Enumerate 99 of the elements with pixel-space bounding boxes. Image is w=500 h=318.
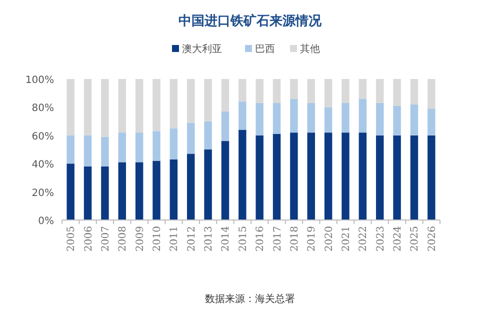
bar — [290, 98, 298, 133]
bar — [324, 132, 332, 220]
bar — [376, 135, 384, 220]
bar — [342, 132, 350, 220]
x-tick-label: 2026 — [426, 226, 438, 252]
x-tick-label: 2007 — [100, 226, 112, 252]
y-tick-label: 60% — [32, 131, 54, 142]
bar — [238, 130, 246, 220]
x-tick-label: 2017 — [272, 226, 284, 252]
bar — [256, 79, 264, 103]
bar — [238, 79, 246, 102]
bar — [152, 79, 160, 132]
x-tick-label: 2005 — [66, 226, 78, 252]
x-tick-label: 2025 — [410, 226, 421, 252]
bar — [101, 79, 109, 137]
bar — [342, 79, 350, 103]
bar — [170, 79, 178, 128]
bar — [272, 102, 281, 134]
bar — [66, 164, 74, 220]
bar — [204, 121, 212, 150]
bar — [152, 131, 160, 161]
bar — [393, 135, 401, 220]
y-tick-label: 80% — [32, 103, 54, 114]
bar — [66, 135, 74, 164]
bar — [290, 79, 298, 99]
bar — [358, 98, 367, 133]
bar — [307, 132, 315, 220]
x-tick-label: 2024 — [392, 226, 404, 252]
bar — [307, 79, 315, 103]
x-tick-label: 2019 — [306, 226, 318, 252]
bar — [358, 79, 367, 99]
y-tick-label: 40% — [32, 160, 54, 171]
bar — [204, 150, 212, 220]
x-tick-label: 2014 — [220, 226, 232, 252]
bar — [221, 141, 230, 220]
bar — [410, 79, 418, 104]
x-tick-label: 2022 — [358, 226, 370, 252]
bar — [187, 122, 195, 154]
bar — [376, 79, 384, 103]
bar — [256, 135, 264, 220]
bar — [290, 132, 298, 220]
bar — [272, 79, 281, 103]
x-tick-label: 2015 — [238, 226, 249, 252]
y-tick-label: 100% — [25, 75, 54, 86]
bar — [187, 154, 195, 220]
bar — [101, 166, 109, 220]
bar — [376, 102, 384, 136]
bar — [84, 79, 92, 136]
bar — [187, 79, 195, 123]
x-tick-label: 2013 — [204, 226, 215, 252]
x-tick-label: 2011 — [169, 226, 180, 252]
y-tick-label: 20% — [32, 188, 54, 199]
x-tick-label: 2018 — [289, 226, 300, 252]
bar — [307, 102, 315, 133]
bar — [342, 102, 350, 133]
bar — [428, 108, 436, 136]
x-tick-label: 2012 — [186, 226, 198, 252]
bar — [393, 106, 401, 136]
x-tick-label: 2016 — [255, 226, 266, 252]
bar — [170, 128, 178, 160]
x-tick-label: 2006 — [83, 226, 94, 252]
x-tick-label: 2020 — [324, 226, 335, 252]
chart-title: 中国进口铁矿石来源情况 — [178, 13, 322, 29]
bar — [118, 162, 126, 220]
bar — [135, 162, 144, 220]
bar — [428, 79, 436, 109]
y-tick-label: 0% — [38, 216, 54, 227]
bar — [238, 102, 246, 130]
bar — [135, 132, 144, 162]
legend-label: 澳大利亚 — [182, 43, 222, 55]
bar — [221, 111, 230, 142]
bar — [118, 132, 126, 162]
bar — [101, 136, 109, 166]
legend-label: 巴西 — [255, 44, 275, 55]
legend-label: 其他 — [300, 43, 320, 55]
bar — [170, 159, 178, 220]
bar — [152, 160, 160, 220]
x-tick-label: 2009 — [134, 226, 146, 252]
bar — [428, 135, 436, 220]
bar — [256, 102, 264, 136]
bar — [358, 132, 367, 220]
bar — [221, 79, 230, 112]
bar — [118, 79, 126, 133]
bar — [324, 107, 332, 133]
bar — [393, 79, 401, 106]
x-tick-label: 2008 — [118, 226, 129, 252]
source-note: 数据来源：海关总署 — [205, 293, 295, 305]
bar — [324, 79, 332, 108]
bar — [272, 134, 281, 220]
bar — [410, 135, 418, 220]
bar — [84, 166, 92, 220]
bar — [135, 79, 144, 133]
bar — [410, 104, 418, 136]
bar — [66, 79, 74, 136]
x-tick-label: 2023 — [375, 226, 386, 252]
bar — [204, 79, 212, 122]
x-tick-label: 2021 — [341, 226, 352, 252]
bar — [84, 135, 92, 166]
x-tick-label: 2010 — [152, 226, 163, 252]
